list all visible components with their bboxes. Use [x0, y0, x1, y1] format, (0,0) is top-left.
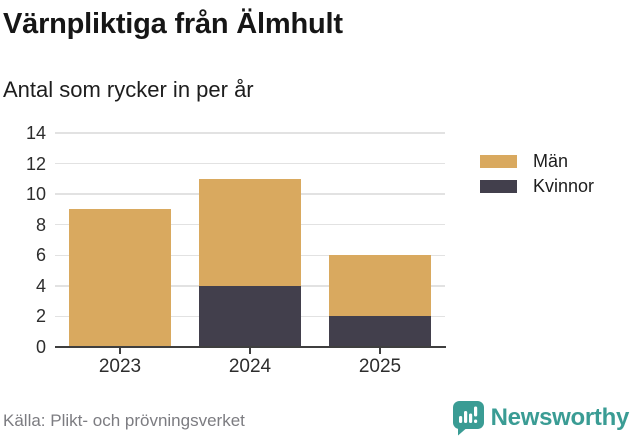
- x-tick-2024: [249, 348, 251, 355]
- legend-swatch-women: [480, 180, 517, 193]
- legend: Män Kvinnor: [480, 151, 595, 196]
- x-axis-line: [55, 345, 446, 349]
- x-tick-2023: [119, 348, 121, 355]
- gridline-y-12: [55, 162, 445, 165]
- x-tick-label-2023: 2023: [98, 356, 142, 377]
- newsworthy-logo-icon: [452, 401, 484, 436]
- chart-title: Värnpliktiga från Älmhult: [3, 8, 343, 40]
- y-tick-label-8: 8: [35, 214, 46, 235]
- bar-2024-Kvinnor: [199, 285, 301, 347]
- source-text: Källa: Plikt- och prövningsverket: [3, 411, 245, 430]
- bar-2023-Män: [69, 209, 171, 347]
- plot-area: 0 2 4 6 8 10 12 14 2023 2024 2025: [25, 123, 446, 377]
- y-tick-label-6: 6: [35, 245, 46, 266]
- legend-swatch-men: [480, 155, 517, 168]
- legend-item-women: Kvinnor: [480, 176, 595, 196]
- x-tick-label-2024: 2024: [228, 356, 272, 377]
- x-tick-label-2025: 2025: [358, 356, 402, 377]
- gridline-y-14: [55, 132, 445, 134]
- bar-2024-Män: [199, 178, 301, 286]
- legend-label-women: Kvinnor: [533, 176, 595, 196]
- bar-2025-Män: [329, 255, 431, 317]
- chart-subtitle: Antal som rycker in per år: [3, 77, 254, 102]
- y-tick-label-14: 14: [25, 123, 46, 143]
- newsworthy-wordmark: Newsworthy: [490, 404, 630, 431]
- bar-2025-Kvinnor: [329, 316, 431, 347]
- legend-item-men: Män: [480, 151, 594, 171]
- y-tick-label-0: 0: [35, 337, 46, 357]
- newsworthy-logo[interactable]: Newsworthy: [452, 400, 629, 436]
- y-tick-label-10: 10: [25, 184, 46, 205]
- y-tick-label-4: 4: [35, 275, 46, 296]
- x-tick-2025: [379, 348, 381, 355]
- y-tick-label-2: 2: [35, 306, 46, 327]
- legend-label-men: Män: [533, 151, 569, 171]
- y-tick-label-12: 12: [25, 153, 46, 174]
